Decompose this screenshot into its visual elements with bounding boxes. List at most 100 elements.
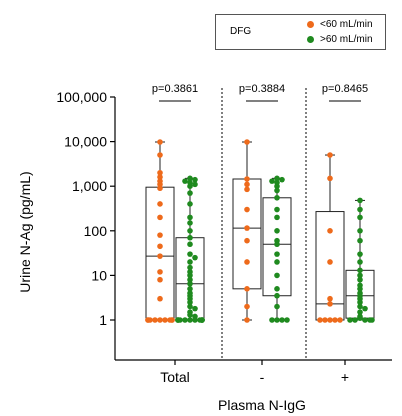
data-point	[157, 276, 163, 283]
y-tick-label: 1,000	[72, 178, 107, 194]
x-axis-label: Plasma N-IgG	[218, 397, 306, 413]
data-point	[187, 251, 193, 257]
data-point	[192, 176, 198, 183]
data-point	[157, 253, 163, 259]
data-point	[357, 303, 363, 310]
data-point	[157, 243, 163, 250]
data-point	[162, 317, 168, 323]
data-point	[357, 251, 363, 257]
data-point	[327, 301, 333, 307]
data-point	[192, 317, 198, 323]
legend-title: DFG	[230, 26, 252, 37]
data-point	[357, 315, 363, 321]
legend-entry-over-60: >60 mL/min	[307, 34, 373, 45]
data-point	[157, 174, 163, 180]
data-point	[332, 317, 338, 323]
data-point	[244, 237, 250, 244]
data-point	[244, 259, 250, 265]
data-point	[269, 317, 275, 323]
data-point	[274, 206, 280, 213]
data-point	[187, 272, 193, 279]
data-point	[274, 286, 280, 292]
data-point	[274, 259, 280, 265]
y-tick-label: 10,000	[64, 134, 107, 150]
data-point	[187, 299, 193, 306]
data-point	[274, 317, 280, 323]
data-point	[157, 269, 163, 275]
data-point	[244, 303, 250, 310]
data-point	[284, 317, 290, 323]
data-point	[357, 206, 363, 213]
data-point	[352, 317, 358, 323]
data-point	[182, 317, 188, 323]
data-point	[187, 280, 193, 287]
data-point	[357, 299, 363, 306]
data-point	[327, 259, 333, 265]
y-tick-label: 100	[84, 223, 108, 239]
data-point	[244, 139, 250, 145]
x-tick-label: Total	[160, 369, 190, 385]
data-point	[244, 181, 250, 188]
data-point	[157, 232, 163, 238]
data-point	[362, 305, 368, 312]
data-point	[279, 317, 285, 323]
data-point	[187, 228, 193, 234]
data-point	[244, 286, 250, 292]
y-tick-label: 10	[91, 267, 107, 283]
data-point	[187, 190, 193, 196]
data-point	[357, 214, 363, 221]
data-point	[274, 187, 280, 194]
data-point	[357, 309, 363, 315]
data-point	[187, 201, 193, 207]
data-point	[357, 286, 363, 292]
data-point	[187, 303, 193, 310]
data-point	[157, 185, 163, 192]
data-point	[187, 175, 193, 182]
data-point	[157, 152, 163, 158]
data-point	[274, 175, 280, 182]
data-point	[199, 317, 205, 323]
data-point	[357, 259, 363, 265]
data-point	[157, 317, 163, 323]
data-point	[274, 241, 280, 248]
legend-dot-green-icon	[307, 36, 314, 43]
box	[232, 178, 262, 290]
data-point	[279, 176, 285, 183]
x-tick-label: -	[260, 369, 265, 385]
data-point	[327, 175, 333, 182]
data-point	[327, 317, 333, 323]
data-point	[357, 267, 363, 274]
data-point	[187, 276, 193, 283]
data-point	[274, 183, 280, 189]
p-value-label: p=0.8465	[322, 83, 368, 95]
data-point	[244, 176, 250, 182]
data-point	[169, 317, 175, 323]
data-point	[274, 228, 280, 234]
data-point	[187, 214, 193, 221]
legend-dot-orange-icon	[307, 21, 314, 28]
data-point	[274, 214, 280, 221]
legend-entry-label: <60 mL/min	[320, 19, 373, 30]
data-point	[187, 317, 193, 323]
data-point	[269, 178, 275, 184]
data-point	[187, 264, 193, 271]
y-tick-label: 100,000	[56, 89, 107, 105]
legend: DFG <60 mL/min >60 mL/min	[215, 14, 386, 50]
data-point	[244, 317, 250, 323]
data-point	[157, 169, 163, 176]
data-point	[274, 194, 280, 201]
data-point	[187, 220, 193, 226]
data-point	[357, 197, 363, 204]
data-point	[362, 317, 368, 323]
data-point	[244, 206, 250, 213]
data-point	[192, 254, 198, 261]
data-point	[187, 259, 193, 265]
data-point	[244, 225, 250, 231]
data-point	[357, 237, 363, 244]
data-point	[274, 303, 280, 310]
data-point	[357, 276, 363, 283]
data-point	[187, 183, 193, 189]
data-point	[357, 228, 363, 234]
data-point	[152, 317, 158, 323]
legend-entry-label: >60 mL/min	[320, 34, 373, 45]
